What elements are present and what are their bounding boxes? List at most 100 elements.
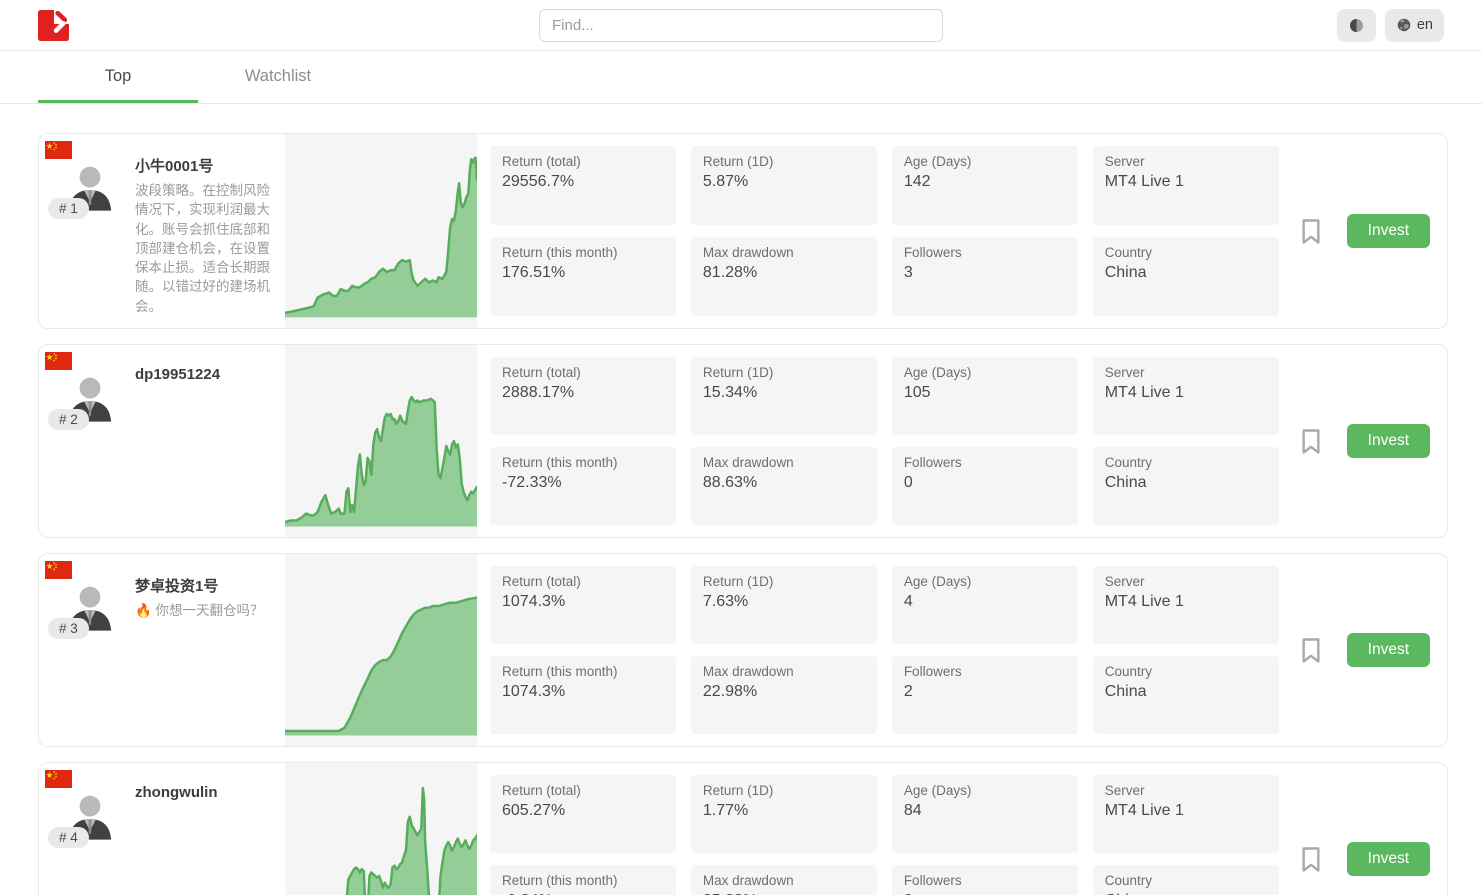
invest-button[interactable]: Invest bbox=[1346, 633, 1430, 668]
rank-badge: # 1 bbox=[48, 198, 89, 219]
equity-sparkline-chart bbox=[285, 763, 477, 895]
stat-label: Followers bbox=[903, 664, 962, 680]
stat-return-1d: Return (1D) 7.63% bbox=[690, 566, 877, 645]
stat-label: Max drawdown bbox=[702, 664, 794, 680]
stat-label: Max drawdown bbox=[702, 873, 794, 889]
stat-followers: Followers 2 bbox=[891, 656, 1078, 735]
stat-followers: Followers 0 bbox=[891, 447, 1078, 526]
stat-return-total: Return (total) 1074.3% bbox=[490, 566, 676, 645]
theme-toggle-button[interactable] bbox=[1336, 8, 1376, 42]
trader-identity: # 1 bbox=[39, 134, 135, 328]
stat-value: 3 bbox=[903, 264, 913, 282]
search-input[interactable] bbox=[539, 8, 943, 42]
china-flag-icon bbox=[45, 561, 72, 580]
stat-value: 0 bbox=[903, 474, 913, 492]
stat-value: 2 bbox=[903, 683, 913, 701]
rank-badge: # 2 bbox=[48, 409, 89, 431]
stat-value: 605.27% bbox=[502, 802, 566, 820]
bookmark-icon bbox=[1302, 637, 1320, 663]
stat-max-drawdown: Max drawdown 81.28% bbox=[690, 237, 877, 317]
equity-sparkline-chart bbox=[285, 134, 477, 329]
search-area bbox=[539, 8, 943, 42]
rank-badge: # 3 bbox=[48, 618, 89, 640]
stat-age-days: Age (Days) 4 bbox=[891, 566, 1078, 645]
stat-value: MT4 Live 1 bbox=[1104, 593, 1184, 611]
trader-list: # 1 小牛0001号 波段策略。在控制风险情况下，实现利润最大化。账号会抓住底… bbox=[0, 104, 1482, 895]
trader-card[interactable]: # 2 dp19951224 Return (total) 2888.17% R… bbox=[38, 344, 1448, 539]
stat-country: Country China bbox=[1092, 237, 1279, 317]
trader-name[interactable]: 小牛0001号 bbox=[135, 158, 214, 175]
header-actions: en bbox=[1336, 8, 1444, 42]
china-flag-icon bbox=[45, 141, 72, 159]
stat-return-month: Return (this month) 1074.3% bbox=[490, 656, 676, 735]
stat-value: 22.98% bbox=[702, 683, 758, 701]
bookmark-button[interactable] bbox=[1300, 218, 1322, 245]
trader-identity: # 4 bbox=[39, 763, 135, 895]
stat-label: Return (1D) bbox=[702, 365, 774, 381]
tab-bar: Top Watchlist bbox=[0, 51, 1482, 104]
invest-button[interactable]: Invest bbox=[1346, 842, 1430, 877]
stat-return-month: Return (this month) 176.51% bbox=[490, 237, 676, 317]
trader-info: 梦卓投资1号 🔥 你想一天翻仓吗？ bbox=[135, 554, 285, 746]
trader-card[interactable]: # 3 梦卓投资1号 🔥 你想一天翻仓吗？ Return (total) 107… bbox=[38, 553, 1448, 748]
stat-label: Age (Days) bbox=[903, 365, 972, 381]
app-logo[interactable] bbox=[38, 9, 69, 41]
stat-label: Age (Days) bbox=[903, 783, 972, 799]
bookmark-button[interactable] bbox=[1300, 428, 1322, 455]
stat-value: 176.51% bbox=[502, 264, 566, 282]
stat-label: Server bbox=[1104, 783, 1145, 799]
invest-button[interactable]: Invest bbox=[1346, 424, 1430, 459]
stat-max-drawdown: Max drawdown 85.88% bbox=[690, 865, 877, 895]
trader-name[interactable]: zhongwulin bbox=[135, 784, 218, 802]
top-bar: en bbox=[0, 0, 1482, 50]
stat-followers: Followers 3 bbox=[891, 237, 1078, 317]
stat-value: MT4 Live 1 bbox=[1104, 384, 1184, 402]
tab-watchlist[interactable]: Watchlist bbox=[244, 67, 312, 85]
language-label: en bbox=[1416, 17, 1433, 33]
trader-info: 小牛0001号 波段策略。在控制风险情况下，实现利润最大化。账号会抓住底部和顶部… bbox=[135, 134, 285, 328]
stat-max-drawdown: Max drawdown 22.98% bbox=[690, 656, 877, 735]
stat-label: Return (this month) bbox=[502, 664, 618, 680]
stat-label: Return (total) bbox=[502, 783, 581, 799]
trader-name[interactable]: 梦卓投资1号 bbox=[135, 578, 219, 596]
trader-actions: Invest bbox=[1285, 345, 1447, 537]
stat-value: 84 bbox=[903, 802, 922, 820]
stat-country: Country China bbox=[1092, 447, 1279, 526]
stat-age-days: Age (Days) 142 bbox=[891, 146, 1078, 226]
trader-identity: # 2 bbox=[39, 345, 135, 537]
stat-return-total: Return (total) 605.27% bbox=[490, 775, 676, 854]
trader-stats: Return (total) 29556.7% Return (1D) 5.87… bbox=[477, 134, 1285, 328]
stat-value: 29556.7% bbox=[502, 173, 575, 190]
stat-value: 142 bbox=[903, 173, 931, 190]
trader-description: 🔥 你想一天翻仓吗？ bbox=[135, 603, 264, 619]
trader-stats: Return (total) 605.27% Return (1D) 1.77%… bbox=[477, 763, 1285, 895]
trader-actions: Invest bbox=[1285, 554, 1447, 746]
stat-label: Return (this month) bbox=[502, 455, 618, 471]
bookmark-button[interactable] bbox=[1300, 637, 1322, 664]
stat-followers: Followers 0 bbox=[891, 865, 1078, 895]
stat-value: 1074.3% bbox=[502, 683, 566, 701]
trader-card[interactable]: # 4 zhongwulin Return (total) 605.27% Re… bbox=[38, 762, 1448, 895]
stat-return-total: Return (total) 2888.17% bbox=[490, 357, 676, 436]
trader-info: zhongwulin bbox=[135, 763, 285, 895]
rank-badge: # 4 bbox=[48, 827, 89, 849]
equity-sparkline-chart bbox=[285, 345, 477, 538]
stat-label: Country bbox=[1104, 664, 1152, 680]
stat-value: 0 bbox=[904, 892, 1066, 895]
stat-label: Return (1D) bbox=[702, 783, 774, 799]
trader-name[interactable]: dp19951224 bbox=[135, 366, 221, 384]
stat-max-drawdown: Max drawdown 88.63% bbox=[690, 447, 877, 526]
stat-label: Followers bbox=[903, 245, 962, 261]
trader-card[interactable]: # 1 小牛0001号 波段策略。在控制风险情况下，实现利润最大化。账号会抓住底… bbox=[38, 133, 1448, 330]
stat-age-days: Age (Days) 84 bbox=[891, 775, 1078, 854]
tab-top[interactable]: Top bbox=[38, 51, 198, 103]
stat-server: Server MT4 Live 1 bbox=[1092, 146, 1279, 226]
bookmark-button[interactable] bbox=[1300, 846, 1322, 873]
stat-value: MT4 Live 1 bbox=[1104, 173, 1184, 190]
trader-identity: # 3 bbox=[39, 554, 135, 746]
stat-label: Return (total) bbox=[502, 365, 581, 381]
invest-button[interactable]: Invest bbox=[1346, 214, 1430, 249]
language-button[interactable]: en bbox=[1384, 8, 1444, 42]
stat-label: Server bbox=[1104, 154, 1145, 169]
trader-description: 波段策略。在控制风险情况下，实现利润最大化。账号会抓住底部和顶部建仓机会，在设置… bbox=[135, 183, 270, 314]
